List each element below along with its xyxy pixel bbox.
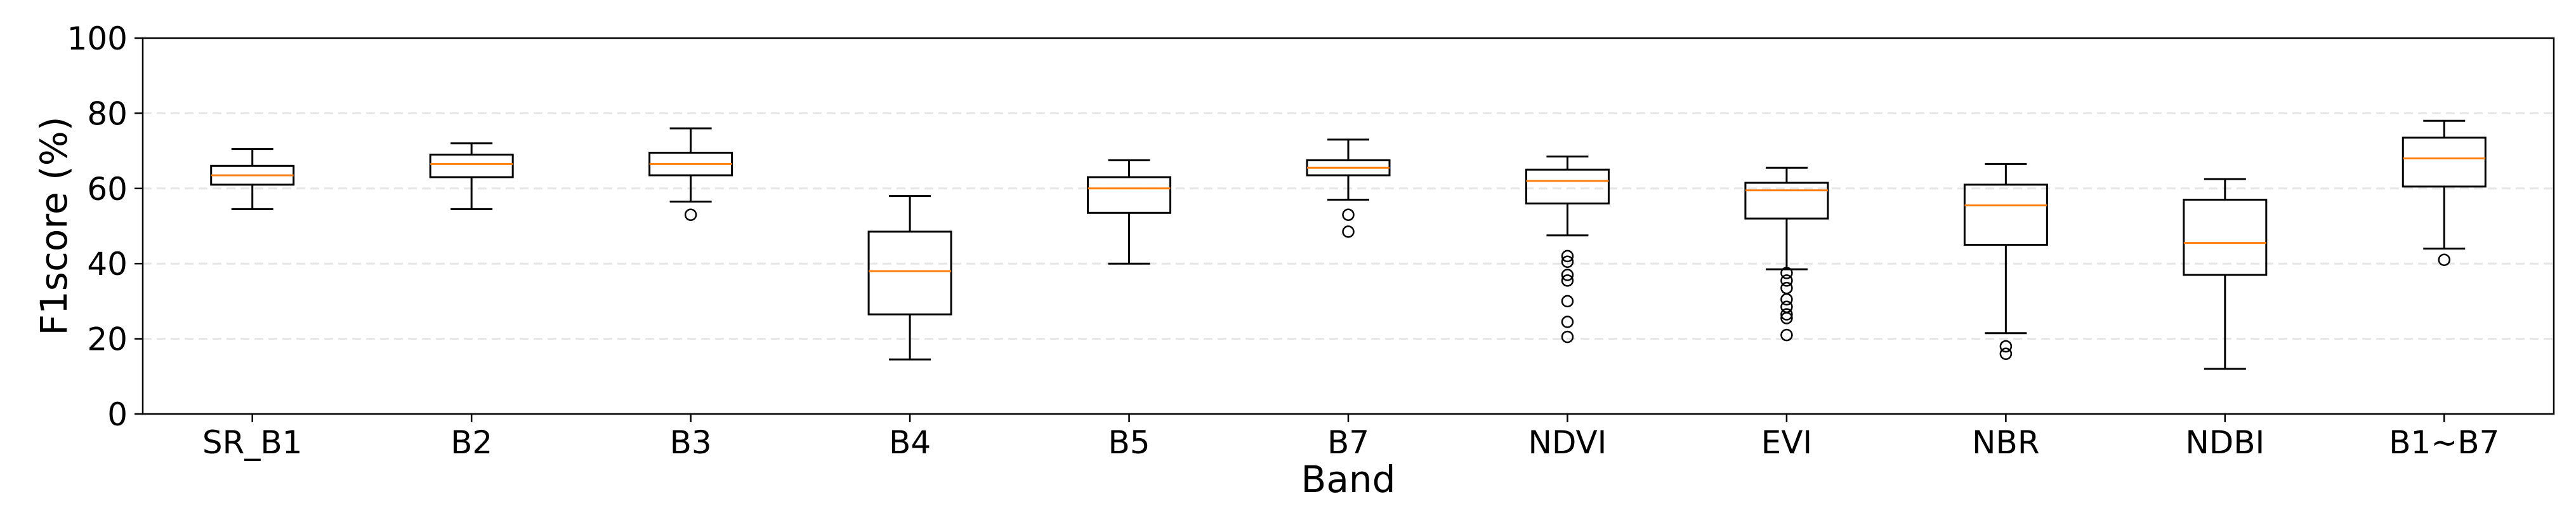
- y-tick-label: 100: [67, 20, 128, 57]
- y-tick-label: 40: [87, 246, 128, 283]
- box-group: [1525, 155, 1610, 343]
- outlier-point: [1561, 316, 1574, 328]
- outlier-point: [1780, 293, 1793, 306]
- iqr-box: [1744, 182, 1829, 220]
- outlier-point: [1780, 308, 1793, 321]
- boxes: [210, 119, 2487, 370]
- outlier-point: [1342, 225, 1355, 238]
- y-axis-label: F1score (%): [32, 117, 76, 336]
- box-group: [1963, 163, 2048, 361]
- x-tick-label: B3: [670, 424, 712, 461]
- box-group: [867, 195, 952, 361]
- outlier-point: [1999, 347, 2013, 361]
- x-tick-label: NDBI: [2185, 424, 2264, 461]
- x-tick-label: EVI: [1761, 424, 1813, 461]
- outlier-point: [1999, 340, 2013, 353]
- x-tick-label: B4: [889, 424, 931, 461]
- y-tick-label: 60: [87, 171, 128, 208]
- outlier-point: [1780, 267, 1793, 279]
- x-axis-label: Band: [1301, 458, 1396, 501]
- box-group: [2183, 178, 2268, 370]
- box-group: [1744, 166, 1829, 342]
- outlier-point: [1780, 281, 1793, 295]
- iqr-box: [1525, 168, 1610, 204]
- iqr-box: [1087, 176, 1172, 214]
- iqr-box: [2402, 137, 2487, 188]
- outlier-point: [1342, 208, 1355, 221]
- box-group: [1087, 159, 1172, 265]
- iqr-box: [2183, 199, 2268, 276]
- outlier-point: [684, 208, 697, 221]
- x-tick-label: NDVI: [1528, 424, 1607, 461]
- box-group: [648, 127, 733, 221]
- outlier-point: [1561, 255, 1574, 268]
- outlier-point: [1780, 312, 1793, 324]
- y-tick-label: 80: [87, 95, 128, 132]
- x-tick-label: B7: [1327, 424, 1369, 461]
- outlier-point: [1561, 269, 1574, 281]
- y-tick-label: 20: [87, 321, 128, 358]
- iqr-box: [429, 154, 514, 178]
- iqr-box: [867, 230, 952, 316]
- x-tick-label: B2: [450, 424, 492, 461]
- outlier-point: [1561, 250, 1574, 263]
- box-group: [2402, 119, 2487, 267]
- y-tick-label: 0: [107, 396, 128, 433]
- x-tick-label: NBR: [1972, 424, 2039, 461]
- box-group: [210, 148, 295, 210]
- outlier-point: [2438, 253, 2451, 267]
- box-group: [1306, 138, 1391, 238]
- outlier-point: [1561, 330, 1574, 343]
- outlier-point: [1561, 295, 1574, 308]
- iqr-box: [1963, 183, 2048, 246]
- outlier-point: [1780, 328, 1793, 342]
- x-tick-label: SR_B1: [202, 424, 303, 461]
- box-group: [429, 142, 514, 210]
- outlier-point: [1780, 274, 1793, 287]
- outlier-point: [1561, 274, 1574, 287]
- x-tick-label: B5: [1108, 424, 1150, 461]
- x-tick-label: B1~B7: [2389, 424, 2499, 461]
- axis-ticks: 0 20 40 60 80 100 SR_B1 B2 B3 B4 B5 B7 NDVI EVI NBR NDB…: [67, 20, 2500, 461]
